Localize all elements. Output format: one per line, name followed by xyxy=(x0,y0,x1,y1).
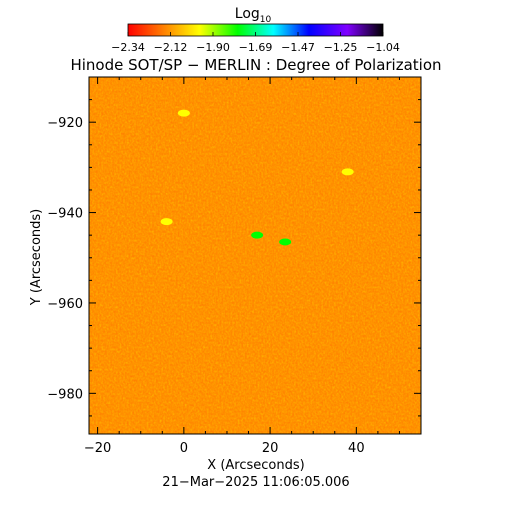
y-axis: −920 −940 −960 −980 xyxy=(47,76,421,417)
bright-spot xyxy=(279,238,292,246)
colorbar-tick-label: −1.69 xyxy=(239,41,273,54)
chart-title: Hinode SOT/SP − MERLIN : Degree of Polar… xyxy=(70,56,441,74)
x-axis: −20 0 20 40 xyxy=(84,77,422,456)
y-tick-label: −960 xyxy=(47,297,83,312)
bright-spot xyxy=(251,231,264,239)
colorbar-tick-label: −1.90 xyxy=(196,41,230,54)
y-tick-label: −940 xyxy=(47,207,83,222)
x-tick-label: 20 xyxy=(262,441,279,456)
bright-spot xyxy=(177,109,190,117)
bright-spot xyxy=(341,168,354,176)
x-tick-label: 0 xyxy=(180,441,188,456)
y-tick-label: −920 xyxy=(47,116,83,131)
colorbar-tick-label: −1.47 xyxy=(281,41,315,54)
colorbar-tick-label: −2.12 xyxy=(154,41,188,54)
x-tick-label: −20 xyxy=(84,441,111,456)
timestamp: 21−Mar−2025 11:06:05.006 xyxy=(162,475,349,490)
x-tick-label: 40 xyxy=(348,441,365,456)
bright-spots xyxy=(160,109,354,246)
plot-frame xyxy=(88,76,422,435)
y-axis-label: Y (Arcseconds) xyxy=(29,209,44,306)
y-tick-label: −980 xyxy=(47,387,83,402)
colorbar-label: Log10 xyxy=(235,6,272,25)
colorbar-tick-label: −1.04 xyxy=(366,41,400,54)
heatmap-image xyxy=(89,77,421,434)
colorbar-ticks: −2.34 −2.12 −1.90 −1.69 −1.47 −1.25 −1.04 xyxy=(111,32,400,54)
colorbar-tick-label: −1.25 xyxy=(324,41,358,54)
bright-spot xyxy=(160,218,173,226)
x-axis-label: X (Arcseconds) xyxy=(207,458,304,473)
colorbar-tick-label: −2.34 xyxy=(111,41,145,54)
